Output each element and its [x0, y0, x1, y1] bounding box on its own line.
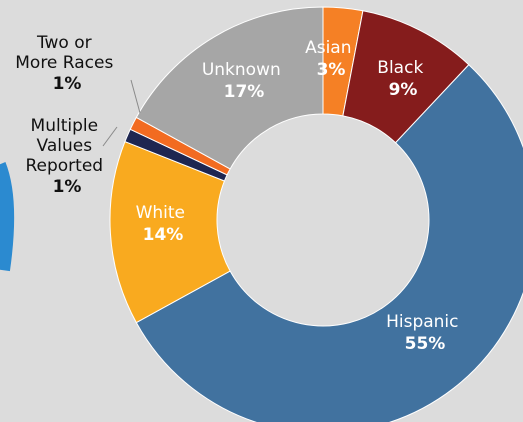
label-white: White 14% [136, 203, 191, 245]
label-unknown: Unknown 17% [202, 60, 286, 102]
label-multiple-values: Multiple Values Reported 1% [25, 116, 108, 197]
slice-unknown [135, 6, 324, 170]
slice-hispanic [135, 64, 523, 422]
label-two-or-more: Two or More Races 1% [15, 33, 118, 94]
neighbor-chart-arc [0, 162, 15, 272]
label-hispanic: Hispanic 55% [386, 312, 464, 354]
leader-line-multiple [102, 126, 118, 147]
donut-slices [109, 6, 523, 422]
slice-white [109, 140, 231, 324]
label-black: Black 9% [377, 58, 428, 100]
leader-line-two-or-more [130, 79, 141, 114]
label-asian: Asian 3% [305, 38, 357, 80]
